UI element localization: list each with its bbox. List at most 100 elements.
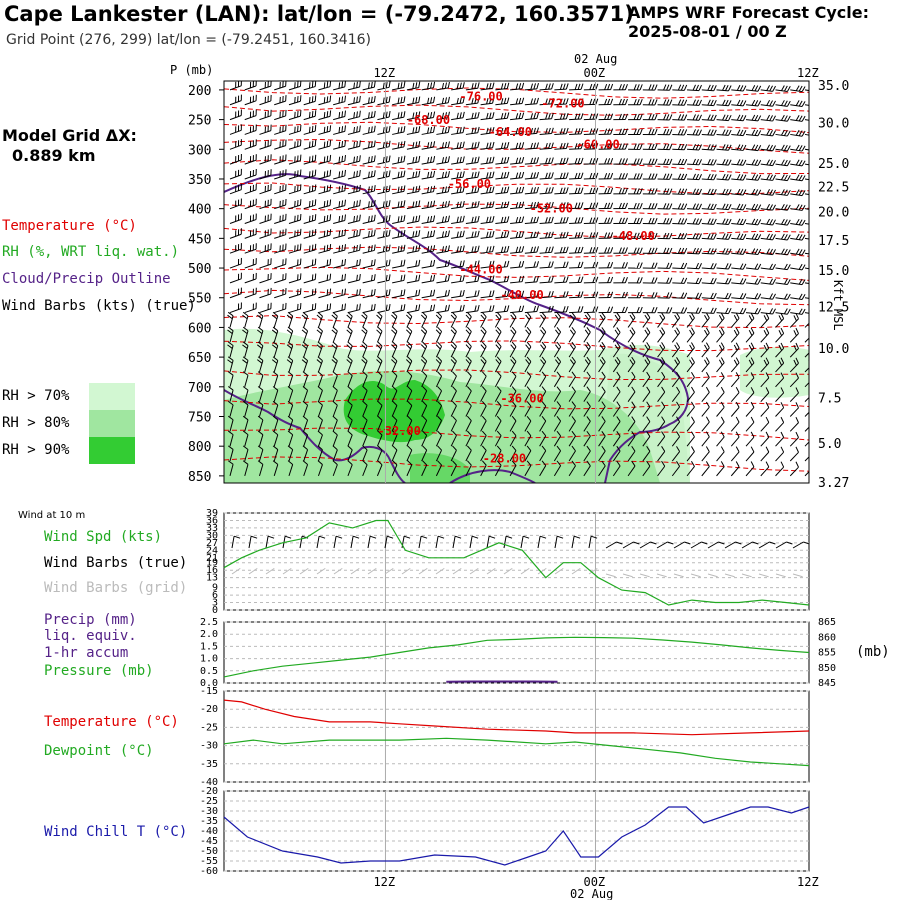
wind-speed-line	[223, 519, 810, 606]
wind-barb	[524, 415, 532, 432]
wind-barb	[553, 401, 562, 417]
pressure-tick-label: 300	[188, 143, 211, 158]
wind-barb	[480, 201, 495, 210]
wind-barb	[598, 460, 606, 477]
wind-barb	[332, 445, 338, 462]
wind-barb	[657, 312, 666, 328]
wind-barb	[333, 229, 346, 239]
surface-wind-barb-grid	[520, 567, 530, 575]
wind-barb	[451, 111, 465, 121]
wind-barb	[421, 304, 436, 314]
temperature-panel: -15 -20 -25 -30 -35 -40	[200, 686, 810, 788]
wind-barb	[480, 245, 495, 254]
wind-barb	[244, 272, 257, 284]
wind-barb	[569, 172, 584, 180]
wind-barb	[760, 85, 776, 92]
forecast-cycle-label: AMPS WRF Forecast Cycle:	[628, 3, 870, 22]
wind-barb	[524, 386, 532, 402]
wind-barb	[539, 276, 554, 284]
wind-barb	[347, 259, 361, 269]
wind-barb	[583, 416, 591, 432]
wind-barb	[303, 154, 317, 165]
wind-barb	[524, 142, 539, 150]
wind-barb	[436, 96, 450, 106]
temperature-panel-frame	[223, 690, 810, 783]
wind-barb	[303, 125, 317, 135]
wind-barb	[554, 276, 569, 284]
wind-barb	[657, 327, 666, 343]
wind-barb	[686, 327, 695, 343]
wind-barb	[465, 311, 472, 328]
wind-barb	[421, 96, 436, 106]
windchill-axis: -20-25-30-35-40-45-50-55-60	[200, 786, 218, 877]
wind-barb	[628, 306, 643, 314]
wind-barb	[274, 124, 287, 135]
wind-barb	[510, 305, 525, 314]
wind-barb	[775, 313, 785, 328]
wind-barb	[377, 259, 391, 269]
wind-barb	[686, 342, 695, 358]
wind-barb	[227, 371, 234, 387]
wind-barb	[701, 277, 717, 285]
wind-barb	[686, 312, 695, 328]
surface-wind-barb-grid	[758, 573, 769, 578]
wind-barb	[406, 430, 413, 447]
wind-barb	[642, 416, 651, 432]
wind-barb	[789, 416, 799, 432]
wind-barb	[510, 112, 525, 121]
wind-barb	[318, 214, 332, 224]
wind-barb	[480, 141, 495, 150]
wind-barb	[701, 401, 710, 417]
wind-barb	[716, 263, 732, 270]
y-tick-label: -30	[200, 741, 218, 752]
wind-barb	[362, 229, 376, 239]
wind-barb	[406, 326, 413, 343]
wind-barb	[480, 415, 487, 432]
wind-barb	[436, 304, 450, 314]
wind-barb	[509, 356, 517, 373]
wind-barb	[244, 213, 257, 224]
pressure-label: Pressure (mb)	[44, 663, 154, 679]
wind-barb	[598, 431, 606, 447]
wind-barb	[229, 243, 242, 254]
wind-barb	[259, 109, 272, 121]
wind-barb	[716, 129, 732, 136]
wind-barb	[242, 311, 249, 328]
wind-barb	[271, 356, 279, 373]
wind-barb	[288, 303, 302, 314]
wind-barb	[554, 172, 569, 180]
wind-barb	[316, 341, 323, 358]
wind-barb	[229, 183, 242, 195]
wind-barb	[347, 273, 361, 284]
wind-barb	[642, 203, 658, 210]
wind-barb	[745, 85, 762, 92]
wind-barb	[627, 386, 636, 402]
wind-barb	[554, 112, 569, 121]
wind-barb	[627, 312, 636, 328]
wind-barb	[613, 84, 628, 91]
surface-wind-barb	[810, 542, 826, 548]
cross-section-panel: -76.00 -72.00 -68.00 -64.00 -60.00 -56.00 -52.…	[170, 63, 849, 491]
wind-barb	[553, 326, 562, 343]
wind-barb	[804, 148, 809, 151]
wind-barb	[672, 292, 688, 299]
wind-barb	[701, 218, 717, 225]
wind-barb	[376, 311, 383, 328]
wind-barb	[583, 217, 599, 225]
wind-barb	[687, 158, 702, 166]
wind-barb	[524, 356, 532, 373]
pressure-unit-label: (mb)	[856, 644, 890, 660]
wind-barb	[287, 386, 294, 402]
wind-barb	[554, 231, 569, 239]
wind-barb	[775, 114, 791, 122]
temperature-contour-label: -72.00	[541, 96, 584, 110]
wind-barb	[760, 144, 776, 152]
pressure-panel-frame	[223, 621, 810, 684]
pressure-tick-label: 650	[188, 351, 211, 366]
wind-barb	[510, 275, 525, 284]
wind-barb	[775, 327, 785, 343]
wind-barb	[301, 341, 309, 358]
wind-barb	[318, 303, 332, 314]
surface-wind-barb	[588, 535, 598, 549]
